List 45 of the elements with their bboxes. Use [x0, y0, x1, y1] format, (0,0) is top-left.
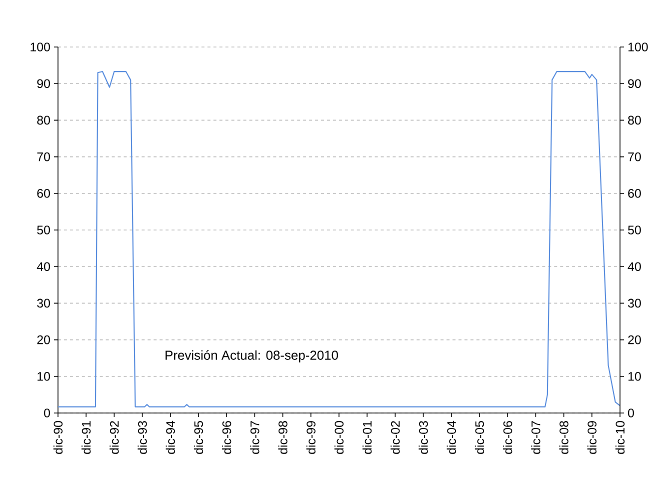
y-tick-label: 70 — [628, 152, 641, 162]
y2-tick-label: 70 — [37, 152, 50, 162]
y-tick-label: 40 — [628, 262, 641, 272]
x-tick-label: dic-02 — [390, 421, 400, 454]
y-tick-label: 10 — [628, 372, 641, 381]
y-tick-label: 20 — [628, 335, 641, 344]
x-tick-label: dic-90 — [53, 421, 63, 454]
y2-tick-label: 60 — [37, 188, 50, 198]
y-tick-label: 100 — [628, 42, 648, 52]
x-tick-label: dic-98 — [278, 421, 288, 454]
x-tick-label: dic-97 — [250, 421, 260, 454]
y2-tick-label: 80 — [37, 116, 50, 125]
x-tick-label: dic-01 — [362, 421, 372, 454]
y-tick-label: 0 — [628, 408, 634, 418]
y2-tick-label: 50 — [37, 226, 50, 234]
y-tick-label: 50 — [628, 226, 641, 234]
y-tick-label: 30 — [628, 298, 641, 308]
x-tick-label: dic-91 — [82, 421, 91, 454]
x-tick-label: dic-96 — [222, 421, 232, 454]
y2-tick-label: 10 — [38, 372, 50, 381]
y-tick-label: 80 — [628, 116, 641, 125]
x-tick-label: dic-07 — [531, 421, 540, 454]
x-tick-label: dic-03 — [418, 421, 428, 454]
x-tick-label: dic-93 — [138, 421, 147, 454]
y2-tick-label: 0 — [44, 408, 50, 418]
x-tick-label: dic-08 — [559, 421, 568, 454]
y-tick-label: 60 — [628, 188, 641, 198]
x-tick-label: dic-06 — [503, 421, 512, 454]
y-tick-label: 90 — [628, 79, 641, 88]
x-tick-label: dic-04 — [446, 420, 456, 454]
y2-tick-label: 90 — [37, 79, 50, 88]
line-series — [58, 70, 620, 408]
y2-tick-label: 20 — [37, 335, 50, 344]
x-tick-label: dic-10 — [615, 421, 625, 454]
y2-tick-label: 40 — [36, 262, 50, 272]
annotation: Previsión Actual: 08-sep-2010 — [166, 350, 338, 362]
y2-tick-label: 100 — [30, 42, 50, 52]
x-tick-label: dic-00 — [334, 421, 344, 454]
x-tick-label: dic-95 — [194, 421, 204, 454]
x-tick-label: dic-05 — [474, 421, 484, 454]
x-tick-label: dic-92 — [110, 421, 119, 454]
x-tick-label: dic-99 — [306, 421, 316, 454]
x-tick-label: dic-09 — [587, 421, 596, 454]
y2-tick-label: 30 — [37, 298, 50, 308]
x-tick-label: dic-94 — [166, 420, 175, 454]
